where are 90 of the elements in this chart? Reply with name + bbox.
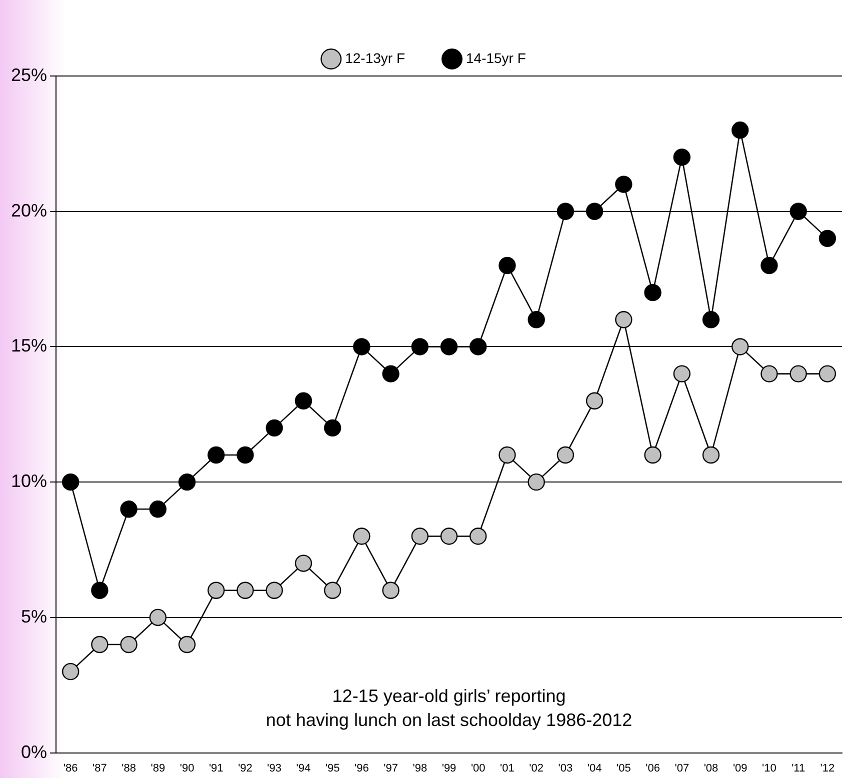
point (644, 446, 662, 464)
y-tick-label: 5% (21, 606, 48, 626)
point (673, 148, 690, 166)
point (556, 446, 574, 464)
point (149, 500, 167, 518)
point (178, 636, 196, 654)
x-tick-label: '88 (122, 762, 136, 774)
point (236, 446, 254, 464)
point (353, 528, 370, 545)
point (615, 311, 632, 328)
point (149, 608, 167, 626)
point (790, 365, 807, 382)
x-tick-label: '04 (587, 762, 602, 774)
x-tick-label: '97 (384, 762, 398, 774)
x-tick-label: '92 (238, 762, 252, 774)
point (266, 582, 283, 599)
point (62, 662, 80, 680)
point (208, 446, 225, 464)
point (818, 365, 836, 382)
point (208, 582, 225, 599)
annotation: 12-15 year-old girls’ reporting not having lunch on last schoolday 1986-2012 (266, 686, 632, 730)
y-tick-label: 15% (10, 336, 48, 356)
point (818, 230, 836, 248)
x-tick-label: '93 (267, 762, 282, 774)
x-tick-label: '12 (820, 762, 835, 774)
point (470, 528, 487, 545)
x-tick-label: '91 (208, 762, 224, 774)
point (498, 446, 516, 464)
point (644, 284, 662, 302)
point (586, 202, 604, 220)
point (120, 500, 138, 518)
x-tick-label: '87 (92, 762, 107, 774)
x-tick-label: '02 (529, 762, 544, 774)
point (382, 365, 400, 382)
point (91, 582, 108, 599)
point (615, 176, 632, 193)
y-tick-label: 25% (10, 64, 48, 85)
point (120, 636, 138, 654)
y-tick-label: 20% (10, 200, 48, 220)
x-tick-label: '08 (704, 762, 718, 774)
point (62, 473, 80, 491)
y-tick-label: 10% (10, 471, 48, 492)
point (732, 122, 749, 139)
x-tick-label: '95 (325, 762, 340, 774)
x-tick-label: '96 (354, 762, 369, 774)
point (324, 419, 342, 437)
point (586, 392, 604, 410)
point (470, 338, 487, 356)
point (411, 528, 429, 545)
point (382, 582, 400, 599)
x-tick-label: '06 (646, 762, 660, 774)
point (528, 473, 545, 491)
point (236, 582, 254, 599)
legend-label: 12-13yr F (345, 50, 406, 66)
x-tick-label: '86 (63, 762, 78, 774)
point (294, 554, 312, 572)
point (760, 365, 778, 382)
point (556, 202, 574, 220)
x-tick-label: '99 (442, 762, 456, 774)
point (790, 202, 807, 220)
x-tick-label: '11 (792, 762, 806, 774)
point (178, 473, 196, 491)
x-tick-label: '09 (732, 762, 748, 774)
point (702, 446, 720, 464)
point (266, 419, 283, 437)
legend-label: 14-15yr F (466, 50, 526, 66)
point (760, 256, 778, 274)
x-tick-label: '90 (180, 762, 194, 774)
x-tick-label: '98 (412, 762, 428, 774)
x-tick-label: '00 (470, 762, 486, 774)
x-tick-label: '01 (500, 762, 514, 774)
point (440, 528, 458, 545)
point (353, 338, 370, 356)
x-tick-label: '03 (558, 762, 573, 774)
x-tick-label: '07 (674, 762, 690, 774)
x-tick-label: '94 (296, 762, 311, 774)
point (673, 365, 690, 382)
x-tick-label: '05 (616, 762, 631, 774)
point (498, 256, 516, 274)
y-tick-label: 0% (21, 742, 48, 762)
x-tick-label: '10 (762, 762, 776, 774)
point (294, 392, 312, 410)
point (91, 636, 108, 654)
point (440, 338, 458, 356)
point (324, 582, 342, 599)
point (732, 338, 749, 356)
point (528, 311, 545, 328)
point (702, 311, 720, 328)
x-tick-label: '89 (150, 762, 166, 774)
point (411, 338, 429, 356)
